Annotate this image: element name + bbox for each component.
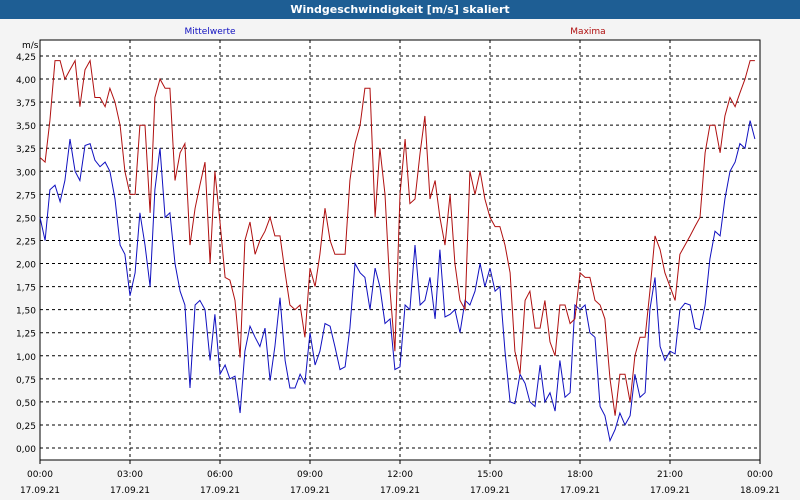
chart-title: Windgeschwindigkeit [m/s] skaliert [0, 0, 800, 19]
legend: Mittelwerte Maxima [184, 27, 605, 37]
x-tick-time: 00:00 [27, 470, 53, 480]
x-tick-time: 15:00 [477, 470, 503, 480]
y-tick-label: 1,50 [16, 307, 36, 317]
y-tick-label: 3,75 [16, 99, 36, 109]
x-tick-time: 03:00 [117, 470, 143, 480]
series-line-mittelwerte [39, 120, 756, 443]
y-tick-label: 2,50 [16, 214, 36, 224]
grid [39, 39, 761, 461]
x-tick-time: 09:00 [297, 470, 323, 480]
y-tick-label: 2,00 [16, 261, 36, 271]
series-line-maxima [39, 58, 755, 416]
x-tick-time: 00:00 [747, 470, 773, 480]
y-tick-label: 3,50 [16, 122, 36, 132]
wind-speed-chart: 0,00 0,25 0,50 0,75 1,00 1,25 1,50 1,75 2,00 2,25… [16, 27, 780, 496]
x-tick-date: 17.09.21 [470, 486, 510, 496]
y-tick-label: 1,00 [16, 353, 36, 363]
legend-mittelwerte: Mittelwerte [184, 27, 235, 37]
x-tick-time: 18:00 [567, 470, 593, 480]
y-tick-label: 4,00 [16, 76, 36, 86]
series [39, 58, 756, 443]
y-tick-label: 4,25 [16, 53, 36, 63]
x-tick-date: 17.09.21 [650, 486, 690, 496]
x-tick-date: 17.09.21 [110, 486, 150, 496]
legend-maxima: Maxima [570, 27, 605, 37]
y-tick-label: 2,75 [16, 191, 36, 201]
x-tick-time: 12:00 [387, 470, 413, 480]
x-tick-date: 17.09.21 [560, 486, 600, 496]
y-tick-label: 0,25 [16, 422, 36, 432]
y-tick-label: 0,50 [16, 399, 36, 409]
y-tick-label: 0,75 [16, 376, 36, 386]
x-tick-date: 17.09.21 [200, 486, 240, 496]
x-tick-date: 17.09.21 [380, 486, 420, 496]
x-tick-date: 17.09.21 [20, 486, 60, 496]
y-tick-label: 3,00 [16, 168, 36, 178]
x-tick-time: 21:00 [657, 470, 683, 480]
y-tick-label: 3,25 [16, 145, 36, 155]
x-tick-time: 06:00 [207, 470, 233, 480]
axes: 0,00 0,25 0,50 0,75 1,00 1,25 1,50 1,75 2,00 2,25… [16, 41, 780, 496]
x-tick-date: 17.09.21 [290, 486, 330, 496]
y-tick-label: 1,75 [16, 284, 36, 294]
y-tick-label: 1,25 [16, 330, 36, 340]
y-tick-label: 2,25 [16, 237, 36, 247]
x-tick-date: 18.09.21 [740, 486, 780, 496]
y-tick-label: 0,00 [16, 445, 36, 455]
y-axis-unit: m/s [22, 41, 39, 51]
